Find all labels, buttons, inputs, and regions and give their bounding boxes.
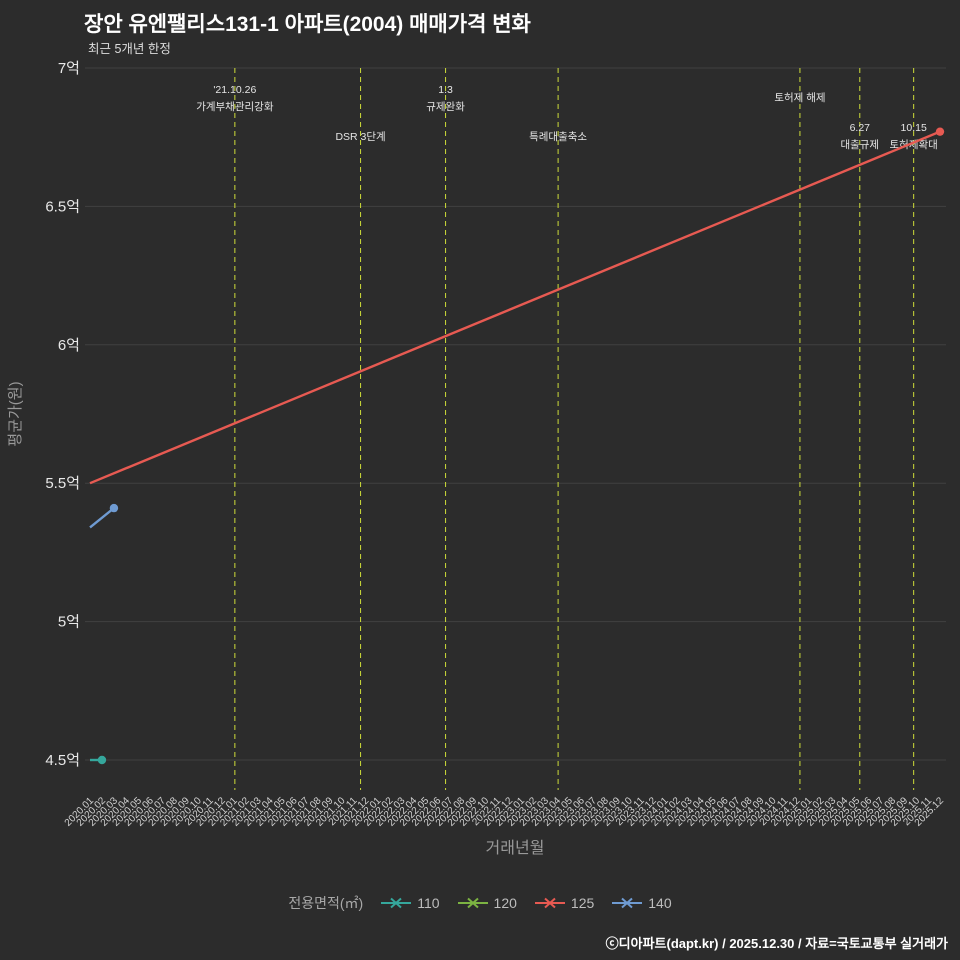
x-axis-title: 거래년월 bbox=[486, 839, 545, 857]
legend-marker-icon bbox=[534, 897, 565, 909]
legend: 전용면적(㎡) 110 120 125 140 bbox=[0, 893, 960, 913]
event-label: 대출규제 bbox=[840, 139, 879, 151]
price-line-chart: 4.5억5억5.5억6억6.5억7억2020.012020.022020.032… bbox=[7, 60, 946, 857]
legend-item-120[interactable]: 120 bbox=[457, 895, 517, 911]
event-label: 특례대출축소 bbox=[529, 131, 587, 143]
y-tick-label: 5.5억 bbox=[45, 475, 80, 492]
legend-marker-icon bbox=[457, 897, 488, 909]
event-label: 가계부채관리강화 bbox=[196, 101, 274, 113]
y-tick-label: 4.5억 bbox=[45, 752, 80, 769]
y-tick-label: 7억 bbox=[58, 60, 80, 77]
legend-item-label: 125 bbox=[570, 895, 595, 911]
legend-item-140[interactable]: 140 bbox=[612, 895, 672, 911]
page-subtitle: 최근 5개년 한정 bbox=[88, 42, 171, 56]
legend-marker-icon bbox=[381, 897, 412, 909]
legend-marker-icon bbox=[612, 897, 643, 909]
legend-item-label: 140 bbox=[648, 895, 672, 911]
event-label: 토허제 해제 bbox=[774, 91, 825, 104]
event-label: 규제완화 bbox=[426, 100, 465, 113]
series-endpoint-125 bbox=[935, 127, 945, 136]
legend-items: 110 120 125 140 bbox=[381, 895, 672, 911]
y-axis-title: 평균가(원) bbox=[7, 381, 24, 446]
legend-item-label: 120 bbox=[493, 895, 517, 911]
y-tick-label: 6.5억 bbox=[45, 198, 80, 215]
series-endpoint-140 bbox=[109, 503, 119, 513]
series-endpoint-110 bbox=[97, 755, 107, 765]
event-label: '21.10.26 bbox=[213, 84, 256, 96]
legend-item-125[interactable]: 125 bbox=[534, 895, 595, 911]
event-label: 6.27 bbox=[850, 122, 871, 134]
legend-title: 전용면적(㎡) bbox=[288, 895, 364, 911]
series-line-125 bbox=[89, 130, 941, 485]
source-footer: ⓒ디아파트(dapt.kr) / 2025.12.30 / 자료=국토교통부 실… bbox=[605, 936, 948, 951]
series-line-140 bbox=[89, 507, 115, 529]
legend-item-label: 110 bbox=[417, 895, 440, 911]
legend-item-110[interactable]: 110 bbox=[381, 895, 440, 911]
event-label: 10.15 bbox=[901, 122, 927, 134]
event-label: 1.3 bbox=[438, 84, 453, 96]
y-tick-label: 5억 bbox=[58, 614, 80, 631]
event-label: DSR 3단계 bbox=[335, 131, 385, 143]
y-tick-label: 6억 bbox=[58, 337, 80, 354]
page-title: 장안 유엔팰리스131-1 아파트(2004) 매매가격 변화 bbox=[84, 13, 531, 36]
